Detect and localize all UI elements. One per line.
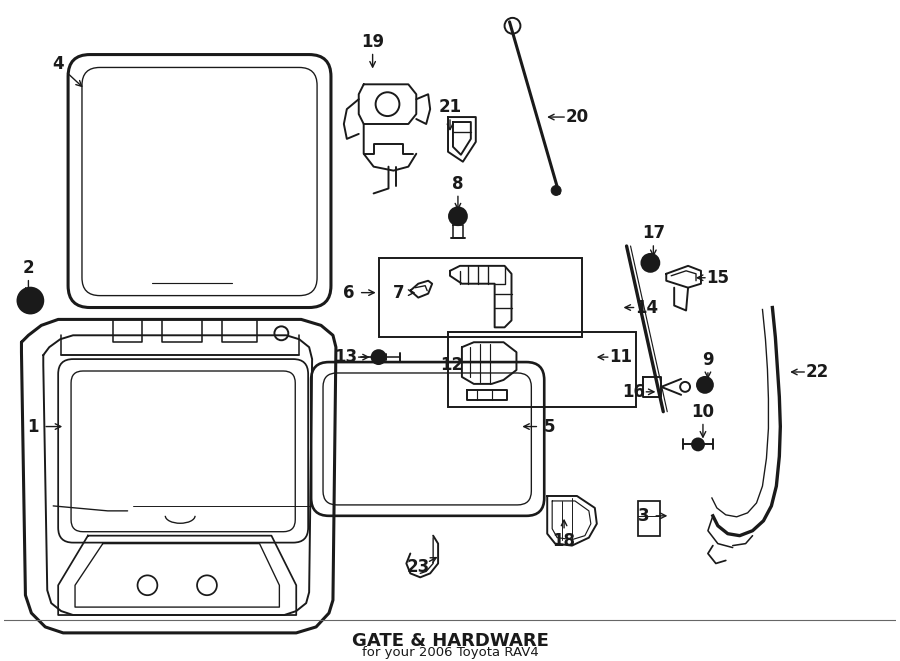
Text: 5: 5 xyxy=(544,418,555,436)
Text: 16: 16 xyxy=(622,383,645,401)
Text: 11: 11 xyxy=(609,348,632,366)
Text: 15: 15 xyxy=(706,269,729,287)
Circle shape xyxy=(697,377,713,393)
Circle shape xyxy=(17,288,43,313)
Bar xyxy=(379,258,582,337)
Text: 2: 2 xyxy=(22,259,34,277)
Circle shape xyxy=(642,254,660,272)
Text: for your 2006 Toyota RAV4: for your 2006 Toyota RAV4 xyxy=(362,646,538,659)
Text: 10: 10 xyxy=(691,403,715,420)
Text: 4: 4 xyxy=(52,56,64,73)
Text: 18: 18 xyxy=(553,531,576,550)
Text: 3: 3 xyxy=(637,507,649,525)
Text: GATE & HARDWARE: GATE & HARDWARE xyxy=(352,632,548,650)
Text: 20: 20 xyxy=(565,108,589,126)
Circle shape xyxy=(372,350,385,364)
Text: 14: 14 xyxy=(634,299,658,317)
Text: 22: 22 xyxy=(806,363,829,381)
Circle shape xyxy=(551,186,561,196)
Text: 7: 7 xyxy=(392,284,404,301)
Bar xyxy=(448,332,636,407)
Text: 12: 12 xyxy=(440,356,464,374)
Circle shape xyxy=(449,208,467,225)
Text: 6: 6 xyxy=(343,284,355,301)
Text: 1: 1 xyxy=(28,418,39,436)
Circle shape xyxy=(23,293,37,307)
Text: 19: 19 xyxy=(361,32,384,51)
Text: 8: 8 xyxy=(452,175,464,192)
Circle shape xyxy=(692,438,704,450)
Text: 21: 21 xyxy=(438,98,462,116)
Bar xyxy=(638,501,661,535)
Text: 17: 17 xyxy=(642,224,665,242)
Text: 13: 13 xyxy=(334,348,357,366)
Text: 9: 9 xyxy=(702,351,714,369)
Text: 23: 23 xyxy=(407,559,430,576)
